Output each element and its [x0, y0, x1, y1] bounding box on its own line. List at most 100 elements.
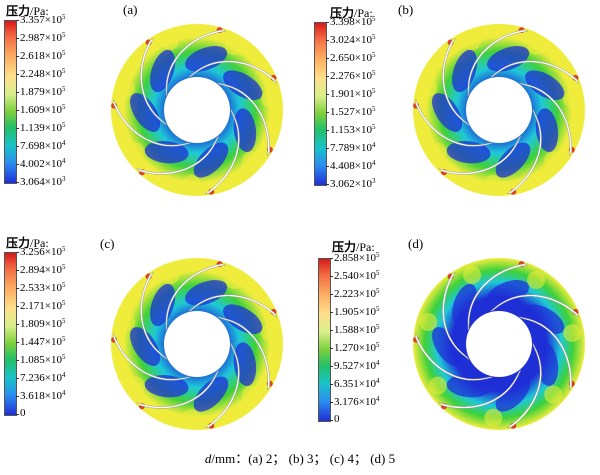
impeller-blade [140, 37, 168, 126]
colorbar [318, 258, 331, 422]
legend-title-unit: /Pa: [30, 236, 49, 250]
impeller-blade [467, 29, 529, 97]
colorbar-tick-label: 1.905×105 [334, 305, 380, 318]
colorbar-tick-mark [16, 324, 19, 325]
colorbar-tick-label: 2.987×105 [20, 31, 66, 44]
colorbar-tick-mark [16, 182, 19, 183]
caption-variable: d [204, 451, 212, 466]
colorbar-tick-mark [330, 402, 333, 403]
panel-label: (d) [408, 236, 424, 251]
colorbar-tick-label: 1.609×105 [20, 103, 66, 116]
colorbar-tick-label: 1.447×105 [20, 335, 66, 348]
colorbar-tick-mark [330, 276, 333, 277]
colorbar-tick-label: 4.002×104 [20, 157, 66, 170]
colorbar-tick-mark [326, 76, 329, 77]
colorbar-tick-label: 2.894×105 [20, 263, 66, 276]
figure-caption: d/mm：(a) 2； (b) 3； (c) 4； (d) 5 [0, 448, 600, 467]
colorbar-tick-mark [330, 366, 333, 367]
colorbar-tick-mark [330, 330, 333, 331]
impeller-blade [467, 263, 529, 331]
colorbar-tick-mark [326, 148, 329, 149]
colorbar-tick-label: 1.588×105 [334, 323, 380, 336]
colorbar-tick-mark [16, 92, 19, 93]
colorbar-tick-label: 1.270×105 [334, 341, 380, 354]
colorbar-tick-label: 7.236×104 [20, 371, 66, 384]
colorbar-tick-mark [326, 166, 329, 167]
colorbar-tick-mark [16, 128, 19, 129]
colorbar-tick-label: 1.809×105 [20, 317, 66, 330]
colorbar-tick-mark [16, 414, 19, 415]
colorbar-tick-mark [16, 306, 19, 307]
colorbar-tick-mark [330, 348, 333, 349]
panel-label: (a) [123, 2, 138, 17]
legend-title: 压力/Pa: [6, 234, 49, 251]
impeller-blade [113, 99, 191, 147]
impeller-blade [438, 369, 522, 409]
impeller-blade [188, 294, 277, 318]
impeller-blade [415, 333, 493, 381]
impeller-blade [140, 271, 168, 360]
colorbar [4, 252, 17, 416]
colorbar-tick-mark [16, 360, 19, 361]
impeller-blade [204, 108, 240, 194]
legend-title-unit: /Pa: [354, 6, 373, 20]
colorbar-tick-label: 3.618×104 [20, 389, 66, 402]
impeller-blade [217, 316, 270, 390]
impeller-pressure-contour [413, 258, 585, 430]
caption-text: /mm：(a) 2； (b) 3； (c) 4； (d) 5 [211, 451, 396, 466]
colorbar-tick-mark [330, 258, 333, 259]
colorbar-tick-mark [16, 252, 19, 253]
colorbar-tick-mark [326, 40, 329, 41]
impeller-hub [466, 77, 532, 143]
colorbar-tick-label: 2.248×105 [20, 67, 66, 80]
colorbar [314, 22, 327, 186]
colorbar-tick-label: 3.024×105 [330, 33, 376, 46]
colorbar-tick-mark [16, 110, 19, 111]
colorbar-tick-mark [16, 164, 19, 165]
colorbar-tick-label: 1.527×105 [330, 105, 376, 118]
impeller-blade [490, 294, 579, 318]
colorbar-tick-mark [330, 420, 333, 421]
colorbar-tick-label: 6.351×104 [334, 377, 380, 390]
colorbar-tick-mark [326, 22, 329, 23]
impeller-blade [136, 369, 220, 409]
colorbar-tick-mark [16, 378, 19, 379]
colorbar-tick-mark [330, 312, 333, 313]
colorbar-tick-label: 0 [20, 407, 26, 419]
colorbar-tick-label: 2.650×105 [330, 51, 376, 64]
impeller-blade [506, 108, 542, 194]
legend-title: 压力/Pa: [6, 2, 49, 19]
legend-title-unit: /Pa: [30, 4, 49, 18]
colorbar [4, 20, 17, 184]
impeller-blade [415, 99, 493, 147]
impeller-pressure-contour [413, 24, 585, 196]
colorbar-tick-mark [326, 112, 329, 113]
panel-b: 压力/Pa: 3.398×105 3.024×105 2.650×105 2.276×… [300, 0, 600, 225]
colorbar-tick-label: 3.176×104 [334, 395, 380, 408]
colorbar-tick-label: 1.153×105 [330, 123, 376, 136]
legend-title-text: 压力 [6, 236, 31, 250]
impeller-pressure-contour [111, 258, 283, 430]
impeller-hub [164, 311, 230, 377]
colorbar-tick-label: 3.398×105 [330, 15, 376, 28]
colorbar-tick-label: 2.223×105 [334, 287, 380, 300]
impeller-blade [165, 29, 227, 97]
colorbar-tick-label: 2.533×105 [20, 281, 66, 294]
legend-title-text: 压力 [330, 6, 355, 20]
colorbar-tick-mark [16, 38, 19, 39]
colorbar-tick-mark [326, 184, 329, 185]
impeller-blade [165, 263, 227, 331]
panel-a: 压力/Pa: 3.357×105 2.987×105 2.618×105 2.248×… [0, 0, 300, 225]
impeller-hub [466, 311, 532, 377]
colorbar-tick-mark [16, 74, 19, 75]
legend-title-text: 压力 [332, 240, 357, 254]
panel-label: (c) [100, 236, 115, 251]
impeller-blade [188, 60, 277, 84]
legend-title: 压力/Pa: [330, 4, 373, 21]
colorbar-tick-label: 7.698×104 [20, 139, 66, 152]
impeller-pressure-contour [111, 24, 283, 196]
colorbar-tick-label: 0 [334, 413, 340, 425]
colorbar-tick-label: 3.064×103 [20, 175, 66, 188]
colorbar-tick-label: 3.062×103 [330, 177, 376, 190]
colorbar-tick-label: 2.618×105 [20, 49, 66, 62]
